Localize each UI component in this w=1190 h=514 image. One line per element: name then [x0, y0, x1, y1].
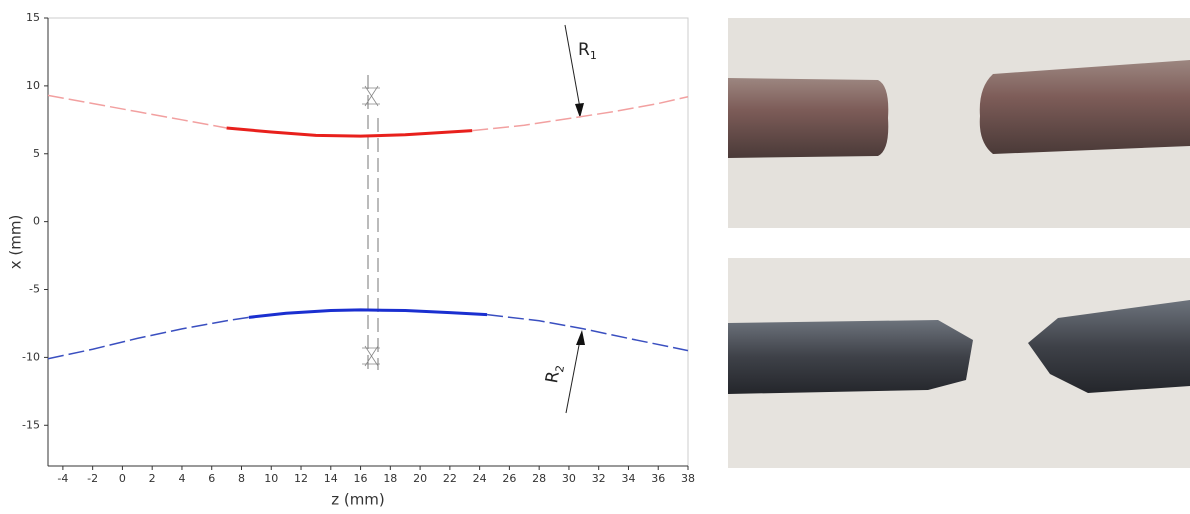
x-tick-label: 14: [324, 472, 338, 485]
x-tick-label: 28: [532, 472, 546, 485]
x-tick-label: 12: [294, 472, 308, 485]
x-tick-label: 0: [119, 472, 126, 485]
curve: [48, 95, 227, 128]
x-axis-title: z (mm): [331, 491, 385, 509]
x-tick-label: 10: [264, 472, 278, 485]
rebar-left: [728, 320, 973, 394]
annotation-sub: 1: [590, 49, 597, 62]
y-tick-label: -5: [29, 283, 40, 296]
x-tick-label: 2: [149, 472, 156, 485]
x-tick-label: 16: [354, 472, 368, 485]
x-tick-label: 24: [473, 472, 487, 485]
x-tick-label: 38: [681, 472, 695, 485]
curve: [48, 317, 249, 358]
y-tick-label: 15: [26, 11, 40, 24]
x-tick-label: 4: [178, 472, 185, 485]
x-tick-label: 32: [592, 472, 606, 485]
x-tick-label: 18: [383, 472, 397, 485]
photos: [728, 18, 1190, 468]
center-guides: [368, 75, 378, 370]
x-tick-label: 36: [651, 472, 665, 485]
annotation-r1: R1: [578, 40, 597, 62]
x-tick-label: 20: [413, 472, 427, 485]
x-tick-label: -2: [87, 472, 98, 485]
r2-arrow: [566, 340, 580, 413]
curve: [227, 128, 473, 136]
x-tick-label: 22: [443, 472, 457, 485]
page: z (mm) x (mm) R1 R2 151050-5-10-15-4-202…: [0, 0, 1190, 514]
y-tick-label: -10: [22, 350, 40, 363]
r2-arrowhead: [576, 330, 585, 345]
y-tick-label: 0: [33, 215, 40, 228]
annotation-sub: 2: [553, 364, 567, 373]
y-tick-label: -15: [22, 418, 40, 431]
annotation-r2: R2: [542, 363, 567, 385]
x-tick-label: 34: [621, 472, 635, 485]
rod-left: [728, 78, 888, 158]
rod-right: [980, 60, 1190, 154]
x-tick-label: 26: [502, 472, 516, 485]
x-tick-label: 8: [238, 472, 245, 485]
x-tick-label: 30: [562, 472, 576, 485]
x-tick-label: -4: [57, 472, 68, 485]
annotation-text: R: [578, 40, 590, 60]
r1-arrow: [565, 25, 580, 108]
y-tick-label: 5: [33, 147, 40, 160]
y-axis-title: x (mm): [7, 215, 25, 270]
lens-symbols: [362, 86, 380, 366]
x-tick-label: 6: [208, 472, 215, 485]
curve: [487, 315, 688, 351]
y-tick-label: 10: [26, 79, 40, 92]
